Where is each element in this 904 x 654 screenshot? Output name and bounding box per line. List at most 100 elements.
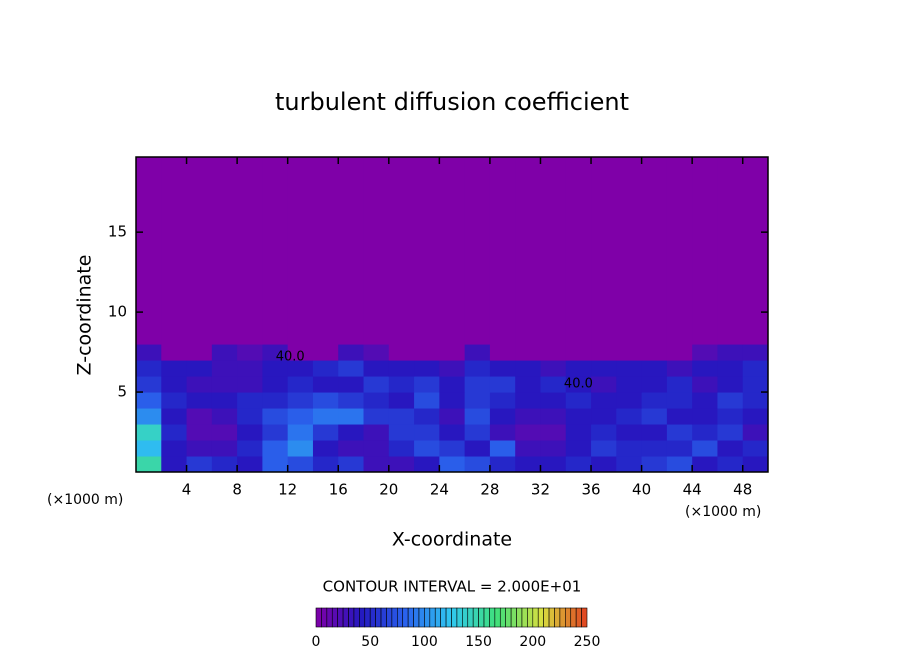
x-tick-label: 28 bbox=[480, 481, 499, 499]
heat-cell bbox=[717, 408, 744, 425]
colorbar-tick-label: 50 bbox=[361, 634, 379, 650]
heat-cell bbox=[136, 376, 162, 393]
colorbar-swatch bbox=[369, 607, 376, 628]
heat-cell bbox=[540, 157, 567, 345]
heat-cell bbox=[388, 424, 415, 441]
heat-cell bbox=[287, 376, 314, 393]
colorbar-swatch bbox=[451, 607, 458, 628]
y-tick-label: 5 bbox=[117, 383, 127, 401]
heat-cell bbox=[439, 440, 466, 457]
heat-cell bbox=[666, 456, 693, 473]
heat-cell bbox=[287, 360, 314, 377]
heat-cell bbox=[591, 408, 617, 425]
heat-cell bbox=[742, 440, 769, 457]
heat-cell bbox=[464, 424, 491, 441]
x-tick-label: 40 bbox=[632, 481, 651, 499]
colorbar-swatch bbox=[472, 607, 479, 628]
plot-frame bbox=[135, 156, 769, 473]
colorbar-swatch bbox=[483, 607, 490, 628]
heat-cell bbox=[742, 376, 769, 393]
heat-cell bbox=[489, 344, 516, 361]
heat-cell bbox=[312, 376, 339, 393]
heat-cell bbox=[136, 408, 162, 425]
colorbar-swatch bbox=[326, 607, 333, 628]
heat-cell bbox=[287, 157, 314, 345]
heat-cell bbox=[616, 376, 643, 393]
colorbar-swatch bbox=[440, 607, 447, 628]
colorbar-swatch bbox=[434, 607, 441, 628]
contour-label: 40.0 bbox=[276, 349, 305, 364]
colorbar-swatch bbox=[331, 607, 338, 628]
x-tick-label: 24 bbox=[430, 481, 449, 499]
heat-cell bbox=[540, 392, 567, 409]
heat-cell bbox=[287, 440, 314, 457]
heat-cell bbox=[692, 344, 718, 361]
heat-cell bbox=[287, 344, 314, 361]
heat-cell bbox=[540, 344, 567, 361]
heat-cell bbox=[717, 376, 744, 393]
heat-cell bbox=[666, 344, 693, 361]
heat-cell bbox=[186, 376, 213, 393]
colorbar-swatch bbox=[505, 607, 512, 628]
heat-cell bbox=[717, 456, 744, 473]
heat-cell bbox=[641, 456, 668, 473]
heat-cell bbox=[414, 408, 440, 425]
contour-interval: CONTOUR INTERVAL = 2.000E+01 bbox=[323, 578, 582, 596]
heat-cell bbox=[717, 157, 744, 345]
heat-cell bbox=[388, 440, 415, 457]
heat-cell bbox=[616, 344, 643, 361]
colorbar-swatch bbox=[445, 607, 452, 628]
heat-cell bbox=[439, 408, 466, 425]
heat-cell bbox=[641, 408, 668, 425]
heat-cell bbox=[464, 344, 491, 361]
heat-cell bbox=[312, 424, 339, 441]
x-tick-label: 4 bbox=[182, 481, 192, 499]
heat-cell bbox=[641, 360, 668, 377]
heat-cell bbox=[666, 424, 693, 441]
heat-cell bbox=[312, 440, 339, 457]
x-tick-label: 48 bbox=[733, 481, 752, 499]
heat-cell bbox=[287, 408, 314, 425]
heat-cell bbox=[515, 392, 541, 409]
heat-cell bbox=[312, 344, 339, 361]
heat-cell bbox=[742, 344, 769, 361]
heat-cell bbox=[464, 456, 491, 473]
colorbar-swatch bbox=[494, 607, 501, 628]
heat-cell bbox=[262, 157, 289, 345]
heat-cell bbox=[439, 456, 466, 473]
x-tick-label: 44 bbox=[683, 481, 702, 499]
heat-cell bbox=[312, 456, 339, 473]
heat-cell bbox=[338, 424, 365, 441]
colorbar-swatch bbox=[391, 607, 398, 628]
colorbar-swatch bbox=[359, 607, 366, 628]
colorbar-swatch bbox=[521, 607, 528, 628]
heat-cell bbox=[161, 376, 188, 393]
heat-cell bbox=[742, 360, 769, 377]
heat-cell bbox=[565, 376, 592, 393]
colorbar-swatch bbox=[510, 607, 517, 628]
heat-cell bbox=[692, 157, 718, 345]
heat-cell bbox=[515, 456, 541, 473]
heat-cell bbox=[414, 440, 440, 457]
heat-cell bbox=[211, 376, 238, 393]
heat-cell bbox=[464, 376, 491, 393]
x-tick-label: 36 bbox=[581, 481, 600, 499]
colorbar-swatch bbox=[429, 607, 436, 628]
heat-cell bbox=[439, 392, 466, 409]
colorbar-swatch bbox=[413, 607, 420, 628]
heat-cell bbox=[161, 424, 188, 441]
heat-cell bbox=[338, 376, 365, 393]
contour-label: 40.0 bbox=[564, 377, 593, 392]
heat-cell bbox=[565, 392, 592, 409]
colorbar-swatch bbox=[581, 607, 588, 628]
colorbar-swatch bbox=[386, 607, 393, 628]
heat-cell bbox=[136, 456, 162, 473]
heat-cell bbox=[616, 456, 643, 473]
colorbar-swatch bbox=[424, 607, 431, 628]
heat-cell bbox=[262, 408, 289, 425]
colorbar-swatch bbox=[532, 607, 539, 628]
x-unit-label: (×1000 m) bbox=[685, 504, 761, 520]
colorbar-swatch bbox=[337, 607, 344, 628]
heat-cell bbox=[161, 344, 188, 361]
